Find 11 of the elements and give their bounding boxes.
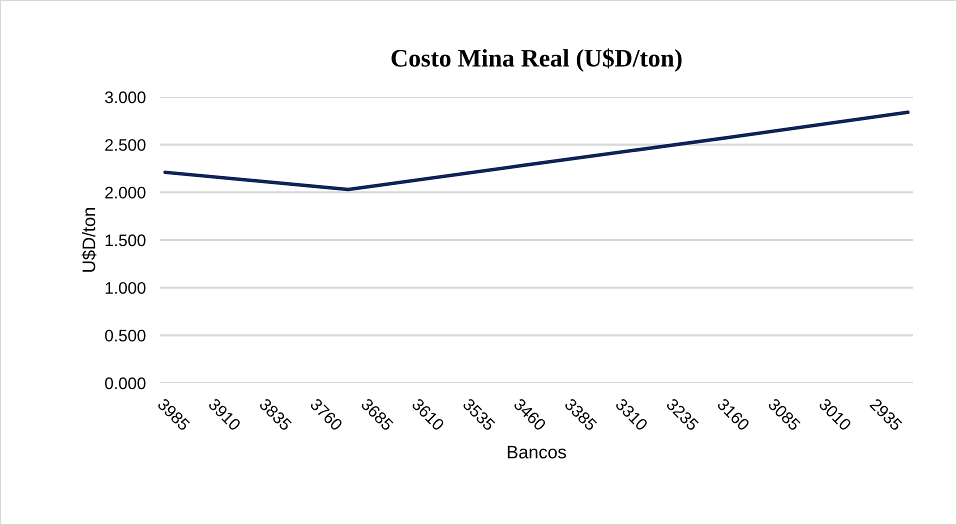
y-tick-label: 0.000 [105, 377, 146, 390]
y-tick-label: 2.000 [105, 186, 146, 199]
y-tick-label: 2.500 [105, 139, 146, 151]
y-tick-label: 0.500 [105, 330, 146, 342]
y-tick-label: 1.500 [106, 234, 146, 246]
x-axis-title: Bancos [508, 446, 566, 458]
y-tick-label: 1.000 [106, 282, 146, 294]
y-axis-title: U$D/ton [82, 208, 96, 272]
line-series [163, 110, 910, 192]
chart-title: Costo Mina Real (U$D/ton) [392, 48, 682, 72]
y-tick-label: 3.000 [105, 91, 146, 104]
